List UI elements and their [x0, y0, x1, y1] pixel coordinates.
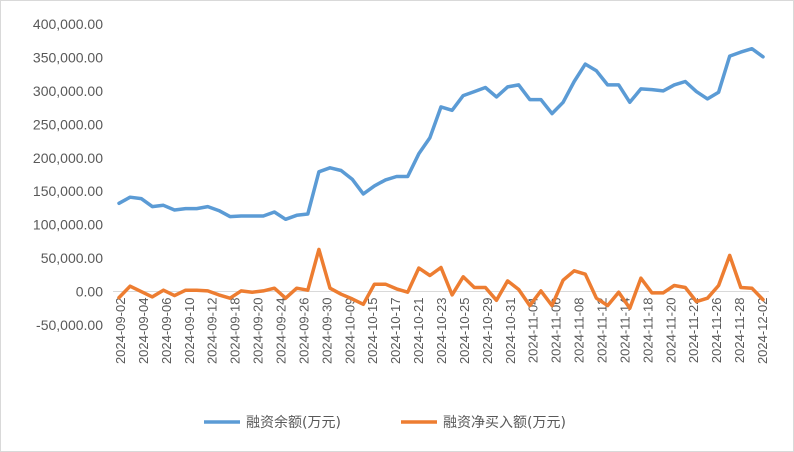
- x-tick-label: 2024-11-12: [595, 298, 610, 364]
- x-tick-label: 2024-11-20: [663, 298, 678, 364]
- x-tick-label: 2024-11-04: [526, 298, 541, 364]
- y-tick-label: 350,000.00: [33, 49, 103, 65]
- x-tick-label: 2024-12-02: [755, 298, 770, 365]
- y-tick-label: 250,000.00: [33, 116, 103, 132]
- y-tick-label: 150,000.00: [33, 183, 103, 199]
- x-tick-label: 2024-10-23: [434, 298, 449, 365]
- series-line-2: [117, 247, 765, 311]
- x-tick-label: 2024-10-09: [342, 298, 357, 365]
- x-tick-label: 2024-09-12: [205, 298, 220, 365]
- y-tick-label: 50,000.00: [41, 250, 103, 266]
- x-tick-label: 2024-09-06: [159, 298, 174, 365]
- legend-label-1: 融资余额(万元): [246, 414, 341, 431]
- x-tick-label: 2024-10-25: [457, 298, 472, 365]
- x-tick-label: 2024-10-29: [480, 298, 495, 365]
- x-tick-label: 2024-11-18: [640, 298, 655, 364]
- x-tick-label: 2024-09-30: [319, 298, 334, 365]
- x-tick-label: 2024-09-20: [251, 298, 266, 365]
- y-tick-label: 300,000.00: [33, 83, 103, 99]
- x-tick-label: 2024-11-26: [709, 298, 724, 364]
- y-tick-label: 400,000.00: [33, 16, 103, 32]
- x-tick-label: 2024-09-18: [228, 298, 243, 365]
- x-tick-label: 2024-09-24: [274, 298, 289, 365]
- x-tick-label: 2024-11-28: [732, 298, 747, 364]
- y-tick-label: 0.00: [76, 284, 103, 300]
- x-tick-label: 2024-10-17: [388, 298, 403, 365]
- x-tick-label: 2024-11-08: [572, 298, 587, 364]
- x-tick-label: 2024-10-21: [411, 298, 426, 365]
- y-tick-label: 100,000.00: [33, 217, 103, 233]
- x-tick-label: 2024-11-14: [617, 298, 632, 364]
- legend-label-2: 融资净买入额(万元): [443, 415, 566, 431]
- x-tick-label: 2024-09-10: [182, 298, 197, 365]
- x-tick-label: 2024-09-02: [113, 298, 128, 365]
- x-tick-label: 2024-09-04: [136, 298, 151, 365]
- y-tick-label: -50,000.00: [36, 317, 103, 333]
- series-line-1: [117, 46, 765, 222]
- x-tick-label: 2024-09-26: [296, 298, 311, 365]
- x-tick-label: 2024-10-31: [503, 298, 518, 365]
- y-tick-label: 200,000.00: [33, 150, 103, 166]
- x-tick-label: 2024-11-22: [686, 298, 701, 364]
- x-tick-label: 2024-11-06: [549, 298, 564, 364]
- x-tick-label: 2024-10-15: [365, 298, 380, 365]
